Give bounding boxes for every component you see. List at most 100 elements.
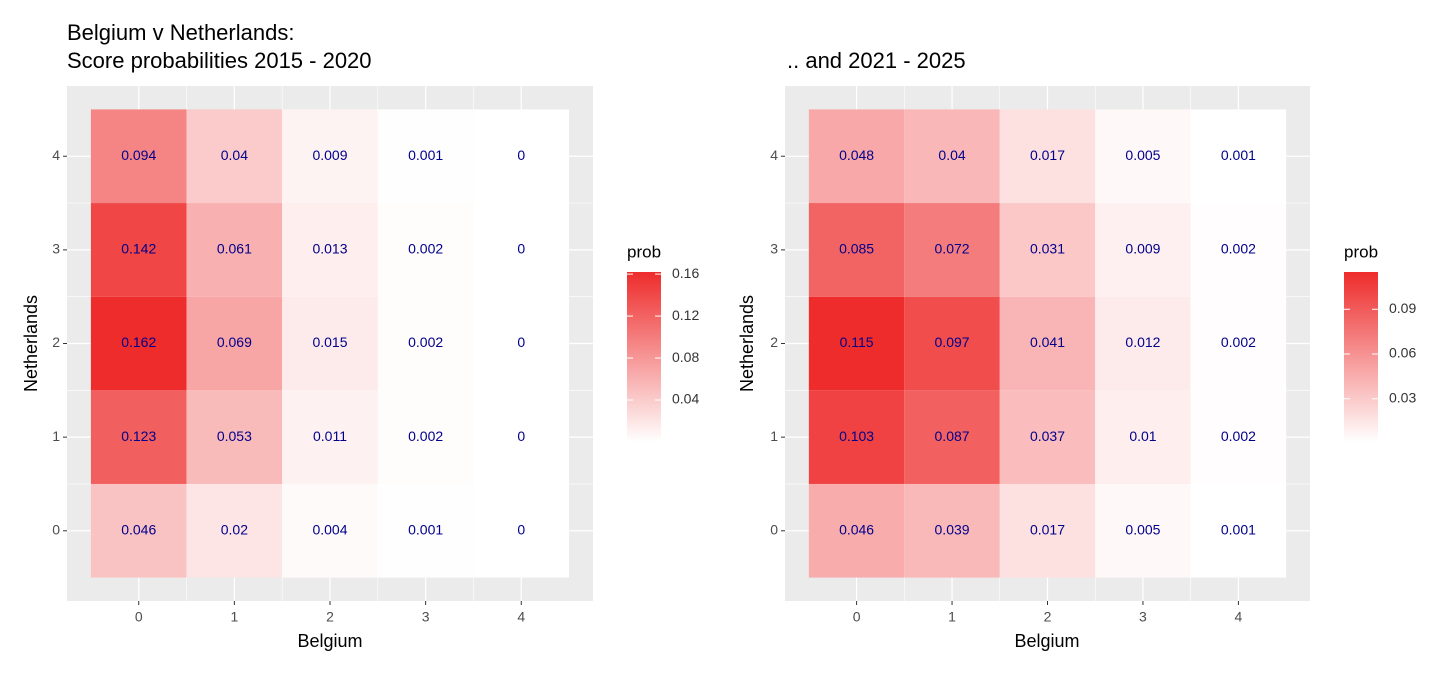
panel: Belgium v Netherlands: Score probabilitie… (21, 20, 700, 651)
y-tick-label: 3 (770, 241, 778, 257)
cell-label: 0.017 (1030, 147, 1065, 163)
tile (999, 483, 1096, 578)
tile (473, 109, 570, 204)
tile (999, 296, 1096, 391)
legend-label: 0.08 (672, 349, 699, 365)
cell-label: 0 (517, 334, 525, 350)
tile (904, 109, 1000, 204)
cell-label: 0.005 (1125, 147, 1160, 163)
tile (1095, 483, 1191, 578)
cell-label: 0.011 (313, 428, 347, 444)
cell-label: 0 (517, 428, 525, 444)
cell-label: 0.037 (1030, 428, 1065, 444)
tile (1190, 390, 1287, 484)
cell-label: 0.001 (1221, 147, 1256, 163)
tile (1190, 203, 1287, 297)
legend-label: 0.12 (672, 307, 699, 323)
tile (1095, 203, 1191, 297)
cell-label: 0.001 (1221, 521, 1256, 537)
cell-label: 0.04 (221, 147, 248, 163)
chart-title: Belgium v Netherlands: (67, 20, 294, 45)
tile (186, 109, 283, 204)
legend-title: prob (627, 242, 661, 261)
cell-label: 0.002 (408, 241, 443, 257)
legend-title: prob (1344, 242, 1378, 261)
y-tick-label: 0 (770, 521, 778, 537)
legend-label: 0.03 (1389, 389, 1416, 405)
cell-label: 0.015 (312, 334, 347, 350)
y-tick-label: 3 (52, 241, 60, 257)
cell-label: 0.005 (1125, 521, 1160, 537)
chart-title: .. and 2021 - 2025 (787, 48, 966, 73)
y-tick-label: 0 (52, 521, 60, 537)
x-tick-label: 0 (135, 609, 143, 625)
cell-label: 0.02 (221, 521, 248, 537)
tile (90, 483, 187, 578)
cell-label: 0.009 (312, 147, 347, 163)
tile (377, 296, 474, 391)
x-tick-label: 2 (1044, 609, 1052, 625)
cell-label: 0.041 (1030, 334, 1065, 350)
tile (377, 203, 474, 297)
tile (473, 390, 570, 484)
tile (1190, 109, 1287, 204)
colorbar (1344, 272, 1378, 442)
x-axis-title: Belgium (297, 631, 362, 651)
y-tick-label: 4 (770, 147, 778, 163)
cell-label: 0.123 (121, 428, 156, 444)
tile (282, 109, 378, 204)
cell-label: 0.142 (121, 241, 156, 257)
legend-label: 0.06 (1389, 345, 1416, 361)
tile (90, 109, 187, 204)
legend-label: 0.04 (672, 391, 699, 407)
tile (282, 296, 378, 391)
tile (186, 296, 283, 391)
legend-label: 0.16 (672, 265, 699, 281)
tile (999, 109, 1096, 204)
panel: .. and 2021 - 2025 0.046 0.039 0.017 0.005 0.… (737, 48, 1417, 651)
cell-label: 0.009 (1125, 241, 1160, 257)
tile (473, 296, 570, 391)
tile (377, 390, 474, 484)
tile (999, 203, 1096, 297)
legend-label: 0.09 (1389, 300, 1416, 316)
cell-label: 0.087 (935, 428, 970, 444)
tile (90, 390, 187, 484)
y-tick-label: 2 (770, 334, 778, 350)
cell-label: 0.017 (1030, 521, 1065, 537)
tile (808, 109, 905, 204)
y-tick-label: 2 (52, 334, 60, 350)
cell-label: 0.04 (938, 147, 965, 163)
tile (1095, 296, 1191, 391)
tile (186, 390, 283, 484)
tile (808, 296, 905, 391)
tile (904, 390, 1000, 484)
cell-label: 0.002 (1221, 428, 1256, 444)
x-axis-title: Belgium (1014, 631, 1079, 651)
x-tick-label: 2 (326, 609, 334, 625)
cell-label: 0.103 (839, 428, 874, 444)
cell-label: 0.053 (217, 428, 252, 444)
tile (186, 483, 283, 578)
x-tick-label: 1 (948, 609, 956, 625)
cell-label: 0.01 (1129, 428, 1156, 444)
x-tick-label: 3 (422, 609, 430, 625)
tile (904, 203, 1000, 297)
tile (282, 483, 378, 578)
tile (473, 483, 570, 578)
cell-label: 0 (517, 241, 525, 257)
tile (1095, 109, 1191, 204)
tile (904, 483, 1000, 578)
tile (808, 390, 905, 484)
cell-label: 0.072 (935, 241, 970, 257)
cell-label: 0.039 (935, 521, 970, 537)
x-tick-label: 0 (853, 609, 861, 625)
cell-label: 0.115 (840, 334, 874, 350)
tile (1190, 296, 1287, 391)
tile (808, 203, 905, 297)
cell-label: 0.097 (935, 334, 970, 350)
y-tick-label: 4 (52, 147, 60, 163)
cell-label: 0.002 (1221, 241, 1256, 257)
cell-label: 0.004 (312, 521, 347, 537)
